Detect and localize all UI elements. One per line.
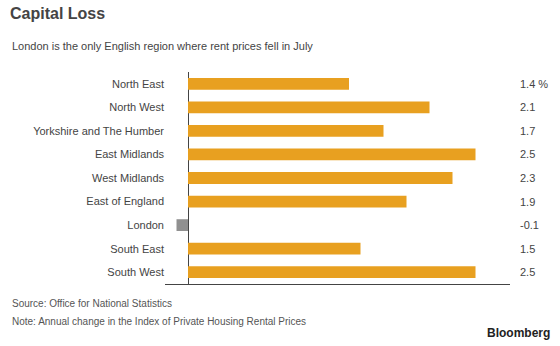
svg-text:1.7: 1.7 xyxy=(520,125,535,137)
svg-text:South East: South East xyxy=(110,243,164,255)
svg-text:-0.1: -0.1 xyxy=(520,219,539,231)
svg-text:Capital Loss: Capital Loss xyxy=(10,5,105,22)
svg-text:1.9: 1.9 xyxy=(520,196,535,208)
svg-text:2.5: 2.5 xyxy=(520,148,535,160)
svg-text:South West: South West xyxy=(107,266,164,278)
svg-text:West Midlands: West Midlands xyxy=(92,172,164,184)
svg-text:1.4 %: 1.4 % xyxy=(520,78,548,90)
svg-text:Note: Annual change in the Ind: Note: Annual change in the Index of Priv… xyxy=(12,316,306,327)
svg-text:Source: Office for National St: Source: Office for National Statistics xyxy=(12,298,172,309)
svg-text:East of England: East of England xyxy=(86,195,164,207)
svg-text:London is the only English reg: London is the only English region where … xyxy=(12,40,313,52)
svg-text:London: London xyxy=(127,219,164,231)
svg-text:1.5: 1.5 xyxy=(520,243,535,255)
svg-text:2.5: 2.5 xyxy=(520,266,535,278)
svg-text:East Midlands: East Midlands xyxy=(95,148,165,160)
svg-text:2.1: 2.1 xyxy=(520,101,535,113)
svg-text:North West: North West xyxy=(109,101,164,113)
svg-text:2.3: 2.3 xyxy=(520,172,535,184)
svg-text:Bloomberg: Bloomberg xyxy=(487,326,550,340)
svg-text:Yorkshire and The Humber: Yorkshire and The Humber xyxy=(33,125,164,137)
svg-text:North East: North East xyxy=(112,78,164,90)
